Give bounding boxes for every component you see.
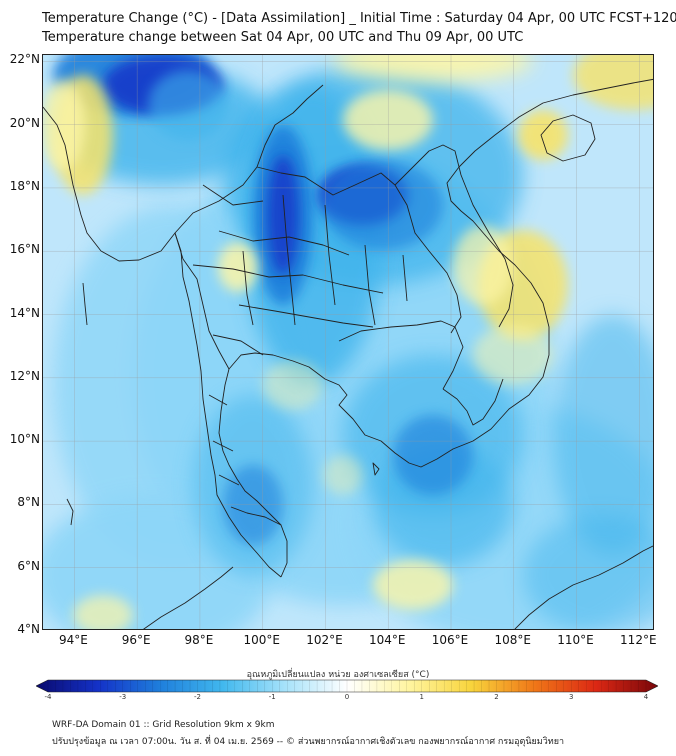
model-info: WRF-DA Domain 01 :: Grid Resolution 9km …	[52, 720, 275, 730]
field-blob	[223, 465, 283, 545]
temperature-change-map[interactable]	[43, 55, 654, 630]
latitude-tick-label: 16°N	[9, 242, 40, 257]
longitude-tick-label: 102°E	[306, 633, 343, 647]
coastline	[242, 250, 254, 326]
coastline	[174, 232, 230, 370]
coastline	[202, 184, 264, 206]
coastline	[82, 282, 88, 326]
lat-lon-grid	[43, 55, 653, 629]
coastline	[514, 545, 653, 629]
longitude-tick-label: 104°E	[368, 633, 406, 647]
colorbar-tick-label: -2	[194, 693, 201, 701]
colorbar-tick-label: 0	[344, 693, 350, 701]
coastline	[394, 144, 514, 328]
coastline	[256, 166, 462, 334]
colorbar-tick-label: 3	[569, 693, 574, 701]
field-blob	[323, 455, 363, 495]
longitude-tick-label: 112°E	[620, 633, 657, 647]
latitude-tick-label: 20°N	[9, 115, 40, 130]
colorbar-tick-label: 4	[643, 693, 649, 701]
latitude-tick-label: 12°N	[9, 368, 40, 383]
field-blob	[333, 55, 533, 82]
coastline	[212, 440, 234, 452]
longitude-tick-label: 108°E	[494, 633, 532, 647]
coastline	[364, 244, 376, 326]
colorbar-tick-label: -4	[44, 693, 52, 701]
coastline	[338, 320, 464, 390]
latitude-tick-label: 10°N	[9, 432, 40, 447]
coastline	[218, 474, 240, 486]
longitude-tick-label: 106°E	[431, 633, 469, 647]
coastline	[402, 254, 408, 302]
colorbar-body	[36, 679, 658, 693]
field-blob	[73, 595, 133, 629]
coastline	[66, 498, 74, 526]
coastline	[192, 264, 384, 294]
coastline	[218, 78, 653, 578]
field-blob	[553, 315, 653, 555]
coastline	[212, 334, 264, 356]
field-blob	[518, 110, 568, 160]
coastline	[442, 378, 504, 426]
colorbar-tick-label: 1	[419, 693, 424, 701]
latitude-tick-label: 8°N	[17, 495, 40, 510]
field-blob	[373, 560, 453, 610]
field-blob	[43, 80, 85, 170]
field-blob	[473, 325, 553, 385]
longitude-tick-label: 98°E	[184, 633, 214, 647]
colorbar-tick-label: -3	[119, 693, 127, 701]
field-blob	[263, 360, 323, 410]
longitude-tick-label: 100°E	[243, 633, 280, 647]
colorbar-title: อุณหภูมิเปลี่ยนแปลง หน่วย องศาเซลเซียส (…	[246, 670, 430, 680]
field-blob	[453, 225, 513, 305]
latitude-tick-label: 22°N	[9, 52, 40, 67]
chart-title: Temperature Change (°C) - [Data Assimila…	[42, 11, 676, 26]
field-blob	[393, 415, 473, 495]
longitude-tick-label: 94°E	[58, 633, 88, 647]
coastline	[238, 304, 374, 328]
field-blob	[148, 70, 228, 140]
coastline	[43, 106, 282, 578]
update-credit: ปรับปรุงข้อมูล ณ เวลา 07:00น. วัน ส. ที่…	[52, 737, 565, 747]
coastline	[540, 114, 596, 162]
colorbar	[36, 679, 658, 693]
coastline	[324, 204, 336, 306]
coastlines-and-borders	[43, 78, 653, 629]
coastline	[174, 84, 324, 234]
field-blob	[523, 515, 653, 629]
coastline	[208, 394, 228, 406]
coastline	[143, 566, 234, 629]
coastline	[230, 506, 282, 526]
field-blob	[267, 155, 299, 275]
field-blob	[323, 160, 443, 250]
field-blob	[218, 242, 258, 292]
field-blob	[573, 55, 653, 110]
longitude-tick-label: 96°E	[121, 633, 151, 647]
coastline	[218, 230, 350, 256]
latitude-tick-label: 6°N	[17, 558, 40, 573]
coastline	[282, 194, 296, 326]
map-panel[interactable]	[42, 54, 654, 630]
latitude-tick-label: 4°N	[17, 622, 40, 636]
coastline	[372, 462, 380, 476]
latitude-tick-label: 18°N	[9, 178, 40, 193]
colorbar-tick-label: 2	[494, 693, 499, 701]
temperature-field	[43, 55, 653, 629]
chart-subtitle: Temperature change between Sat 04 Apr, 0…	[42, 30, 524, 45]
longitude-tick-label: 110°E	[557, 633, 594, 647]
latitude-tick-label: 14°N	[9, 305, 40, 320]
colorbar-tick-label: -1	[268, 693, 276, 701]
